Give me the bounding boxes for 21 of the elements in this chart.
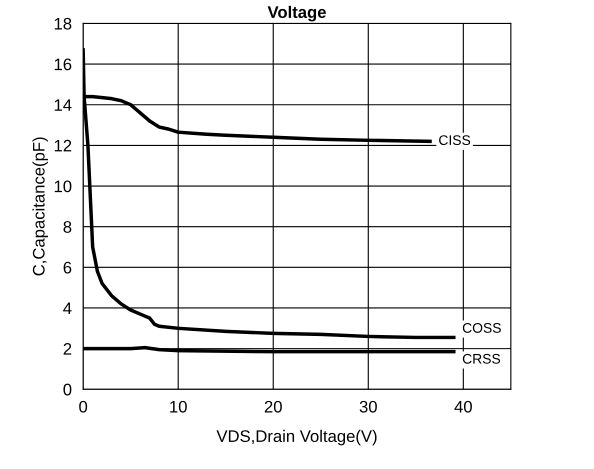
chart-title: Voltage (268, 6, 326, 22)
y-tick-label: 6 (64, 262, 72, 274)
x-tick-label: 40 (454, 400, 472, 413)
y-tick-label: 16 (54, 58, 72, 70)
y-tick-label: 8 (64, 221, 72, 233)
y-tick-label: 4 (63, 302, 72, 314)
x-tick-label: 10 (170, 400, 187, 413)
y-tick-label: 18 (54, 18, 72, 30)
y-tick-label: 2 (64, 343, 72, 355)
x-tick-label: 0 (79, 400, 88, 413)
series-label: COSS (462, 323, 501, 333)
x-tick-label: 20 (264, 400, 282, 413)
series-label: CRSS (462, 354, 500, 364)
y-tick-label: 0 (63, 384, 72, 396)
x-tick-label: 30 (360, 400, 377, 413)
y-tick-label: 10 (54, 180, 72, 192)
y-axis-title: C,Capacitance(pF) (32, 137, 48, 276)
y-tick-label: 12 (54, 140, 72, 152)
y-tick-label: 14 (54, 99, 72, 111)
series-label: CISS (439, 135, 470, 146)
x-axis-title: VDS,Drain Voltage(V) (216, 430, 377, 446)
